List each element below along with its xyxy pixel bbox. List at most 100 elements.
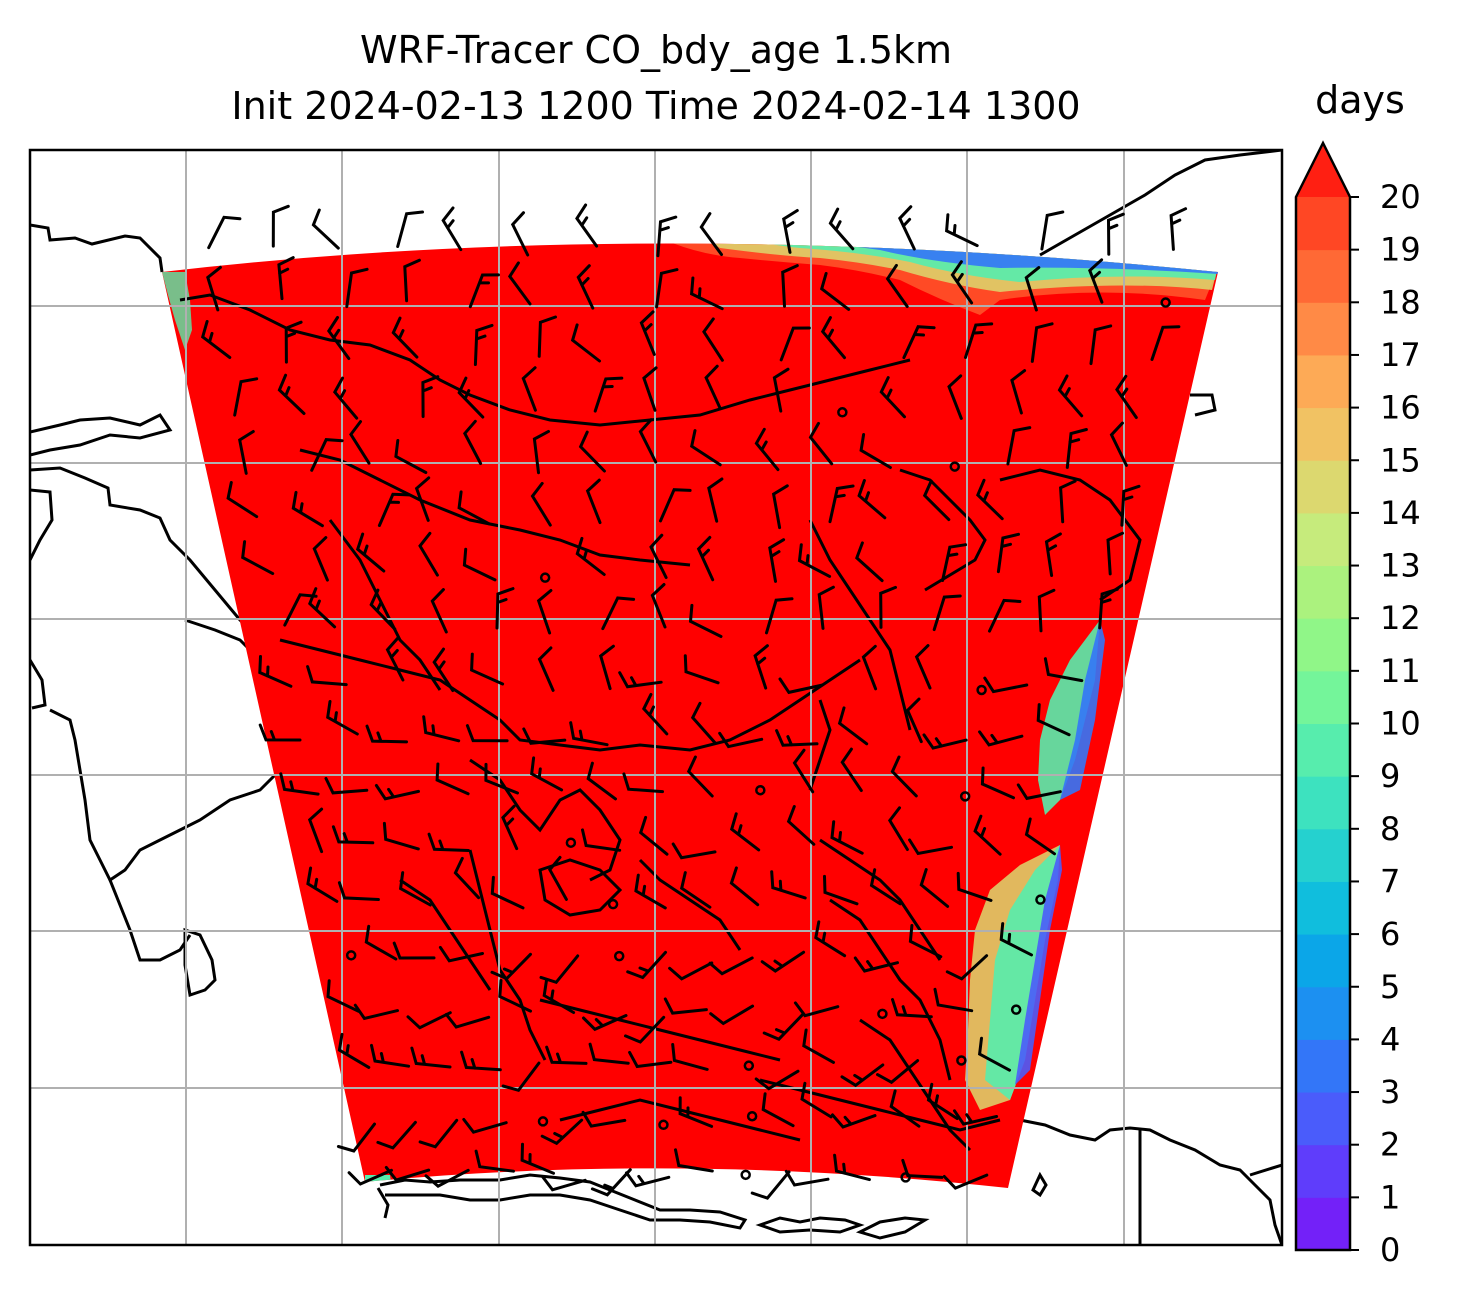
- wind-barb: [424, 1168, 470, 1189]
- wind-barb: [462, 547, 497, 582]
- wind-barb: [781, 264, 799, 308]
- wind-barb: [410, 1046, 452, 1069]
- colorbar-segment: [1296, 723, 1350, 777]
- wind-barb: [671, 842, 717, 860]
- wind-barb: [792, 748, 815, 794]
- wind-barb: [530, 481, 552, 527]
- wind-barb: [624, 1015, 666, 1044]
- wind-barb: [1169, 207, 1188, 251]
- wind-barb: [507, 261, 532, 306]
- wind-barb: [833, 1153, 871, 1182]
- wind-barb: [453, 856, 481, 900]
- wind-barb: [770, 870, 807, 900]
- wind-barb: [277, 256, 295, 301]
- wind-barb: [468, 273, 500, 309]
- colorbar-segment: [1296, 565, 1350, 619]
- calm-wind-marker: [607, 898, 619, 910]
- wind-barb: [536, 589, 553, 635]
- calm-wind-marker: [345, 950, 357, 961]
- wind-barb: [345, 267, 369, 309]
- wind-barb: [541, 1175, 587, 1192]
- wind-barb: [718, 731, 764, 749]
- wind-barb: [690, 701, 717, 745]
- wind-barb: [707, 477, 724, 523]
- wind-barb: [800, 1081, 833, 1119]
- wind-barb: [1106, 531, 1124, 576]
- wind-barb: [908, 924, 943, 959]
- colorbar-tick-label: 13: [1380, 547, 1421, 585]
- wind-barb: [277, 373, 306, 415]
- boundary-age-gradients: [162, 243, 1218, 1188]
- wind-barb: [823, 874, 859, 906]
- calm-wind-marker: [755, 784, 766, 796]
- wind-barb: [422, 715, 461, 743]
- wind-barb: [1109, 421, 1128, 467]
- wind-barb: [885, 263, 909, 308]
- calm-wind-marker: [949, 461, 961, 472]
- wind-barb: [1037, 588, 1056, 633]
- wind-barb: [484, 762, 519, 795]
- wind-barb: [233, 377, 259, 417]
- wind-barb: [696, 535, 715, 582]
- wind-barb: [932, 594, 962, 632]
- calm-wind-marker: [1035, 894, 1046, 905]
- wind-barb: [324, 777, 369, 795]
- wind-barb: [625, 1171, 671, 1188]
- wind-barb: [708, 956, 754, 976]
- calm-wind-marker: [746, 1110, 758, 1122]
- wind-barb: [926, 1082, 959, 1120]
- colorbar-tick-label: 9: [1380, 757, 1400, 795]
- wind-barb: [1057, 374, 1084, 418]
- wind-barb: [869, 868, 902, 906]
- wind-barb: [326, 979, 361, 1013]
- wind-barb: [465, 724, 509, 743]
- coastlines-outside-domain: [30, 150, 1282, 1245]
- wind-barb: [688, 603, 723, 638]
- calm-wind-marker: [877, 1008, 888, 1020]
- wind-barb: [859, 433, 892, 469]
- wind-barb: [786, 805, 816, 846]
- map-frame: [28, 148, 1284, 1247]
- wind-barb: [830, 820, 864, 855]
- wind-barb: [570, 323, 601, 363]
- wind-barb: [291, 490, 324, 528]
- wind-barb: [750, 1170, 791, 1200]
- wind-barb: [840, 747, 863, 792]
- wind-barb: [542, 978, 576, 1014]
- wind-barb: [686, 755, 714, 798]
- wind-barb: [702, 317, 724, 362]
- wind-barb: [311, 208, 340, 250]
- wind-barb: [1010, 369, 1027, 415]
- colorbar-tick-label: 7: [1380, 862, 1400, 900]
- wind-barb: [905, 697, 923, 744]
- wind-barb: [1030, 322, 1054, 363]
- colorbar-tick-label: 1: [1380, 1178, 1400, 1216]
- wind-barb: [326, 316, 351, 360]
- wind-barb: [1088, 258, 1104, 304]
- wind-barb: [999, 922, 1033, 957]
- wind-barb: [626, 950, 667, 980]
- wind-barbs: [200, 203, 1188, 1200]
- wind-barb: [618, 671, 663, 689]
- wind-barb: [530, 756, 564, 792]
- wind-barb: [978, 730, 1024, 747]
- wind-barb: [332, 376, 359, 420]
- wind-barb: [628, 1050, 673, 1069]
- wind-barb: [522, 727, 567, 745]
- chart-title-line-1: WRF-Tracer CO_bdy_age 1.5km: [359, 28, 953, 72]
- calm-wind-marker: [1010, 1004, 1022, 1015]
- wind-barb: [1059, 479, 1077, 524]
- wind-barb: [590, 1168, 632, 1197]
- wind-barb: [650, 583, 667, 629]
- wind-barb: [593, 376, 624, 413]
- wind-barb: [634, 873, 667, 910]
- wind-barb: [808, 421, 834, 466]
- wind-barb: [908, 838, 953, 856]
- wind-barb: [537, 315, 557, 358]
- wind-barb: [347, 1168, 393, 1186]
- wind-barb: [470, 652, 505, 686]
- wind-barb: [772, 367, 790, 413]
- wind-barb: [460, 1050, 502, 1072]
- wind-barb: [765, 597, 794, 635]
